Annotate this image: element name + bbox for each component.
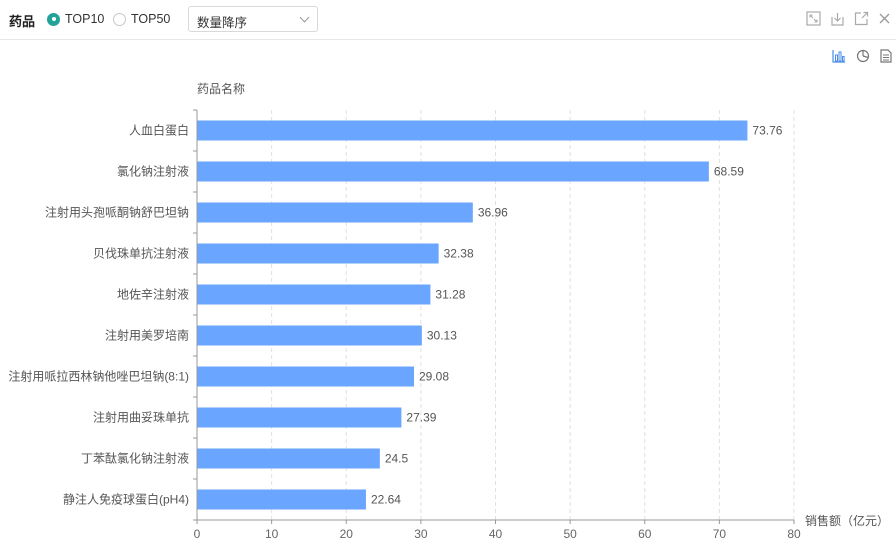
filter-bar: 药品 TOP10 TOP50 数量降序 <box>0 0 896 40</box>
category-label: 注射用哌拉西林钠他唑巴坦钠(8:1) <box>8 369 189 384</box>
category-label: 贝伐珠单抗注射液 <box>93 246 189 261</box>
close-icon[interactable] <box>877 11 892 26</box>
bar[interactable] <box>197 366 415 387</box>
document-icon[interactable] <box>879 49 893 63</box>
radio-top10[interactable]: TOP10 <box>47 10 104 28</box>
bar-chart: 药品名称 销售额（亿元） 73.76 68.59 36.96 32.38 31.28 30… <box>8 81 889 541</box>
radio-top50-label: TOP50 <box>131 12 171 26</box>
open-external-icon[interactable] <box>854 11 869 26</box>
bar-value-label: 29.08 <box>419 370 449 384</box>
x-tick-label: 20 <box>340 527 354 541</box>
category-label: 人血白蛋白 <box>129 123 189 138</box>
fullscreen-icon[interactable] <box>806 11 821 26</box>
bar-value-label: 36.96 <box>478 206 508 220</box>
radio-top10-label: TOP10 <box>65 12 105 26</box>
x-tick-label: 80 <box>787 527 801 541</box>
bar[interactable] <box>197 202 473 223</box>
bar-value-label: 68.59 <box>714 165 744 179</box>
x-tick-label: 0 <box>194 527 201 541</box>
x-tick-label: 40 <box>489 527 503 541</box>
sort-select-value: 数量降序 <box>197 16 248 30</box>
bar-chart-icon[interactable] <box>832 49 846 63</box>
bar[interactable] <box>197 120 748 141</box>
axes: 0 10 20 30 40 50 60 70 80 人血白蛋白氯化钠注射液注射用头孢哌酮钠舒巴坦钠… <box>8 109 801 541</box>
x-tick-label: 60 <box>638 527 652 541</box>
bar[interactable] <box>197 448 380 469</box>
bar-value-label: 73.76 <box>752 124 782 138</box>
category-label: 氯化钠注射液 <box>117 164 189 179</box>
category-label: 静注人免疫球蛋白(pH4) <box>63 492 189 507</box>
category-label: 注射用美罗培南 <box>105 328 189 343</box>
x-tick-label: 30 <box>414 527 428 541</box>
bar[interactable] <box>197 407 402 428</box>
x-tick-label: 70 <box>713 527 727 541</box>
bar[interactable] <box>197 489 366 510</box>
radio-checked-icon <box>47 12 60 26</box>
x-tick-label: 10 <box>265 527 279 541</box>
bar[interactable] <box>197 325 422 346</box>
category-label: 丁苯酞氯化钠注射液 <box>81 451 189 466</box>
pie-chart-icon[interactable] <box>856 49 870 63</box>
bar-value-label: 30.13 <box>427 329 457 343</box>
bar[interactable] <box>197 243 439 264</box>
bar-series: 73.76 68.59 36.96 32.38 31.28 30.13 29.08 27.39… <box>197 120 783 510</box>
download-icon[interactable] <box>830 11 845 26</box>
bar-value-label: 22.64 <box>371 493 401 507</box>
radio-top50[interactable]: TOP50 <box>113 10 170 28</box>
bar[interactable] <box>197 161 709 182</box>
x-axis-title: 销售额（亿元） <box>805 513 889 528</box>
x-tick-label: 50 <box>563 527 577 541</box>
bar-value-label: 27.39 <box>406 411 436 425</box>
bar[interactable] <box>197 284 431 305</box>
radio-unchecked-icon <box>113 12 126 26</box>
category-label: 注射用曲妥珠单抗 <box>93 410 189 425</box>
bar-value-label: 31.28 <box>435 288 465 302</box>
filter-label: 药品 <box>9 14 36 29</box>
bar-value-label: 24.5 <box>385 452 409 466</box>
sort-select[interactable]: 数量降序 <box>188 6 318 32</box>
y-axis-title: 药品名称 <box>197 81 245 96</box>
bar-value-label: 32.38 <box>444 247 474 261</box>
category-label: 注射用头孢哌酮钠舒巴坦钠 <box>45 205 189 220</box>
category-label: 地佐辛注射液 <box>117 287 189 302</box>
chevron-down-icon <box>299 12 310 23</box>
grid-lines <box>271 110 795 520</box>
